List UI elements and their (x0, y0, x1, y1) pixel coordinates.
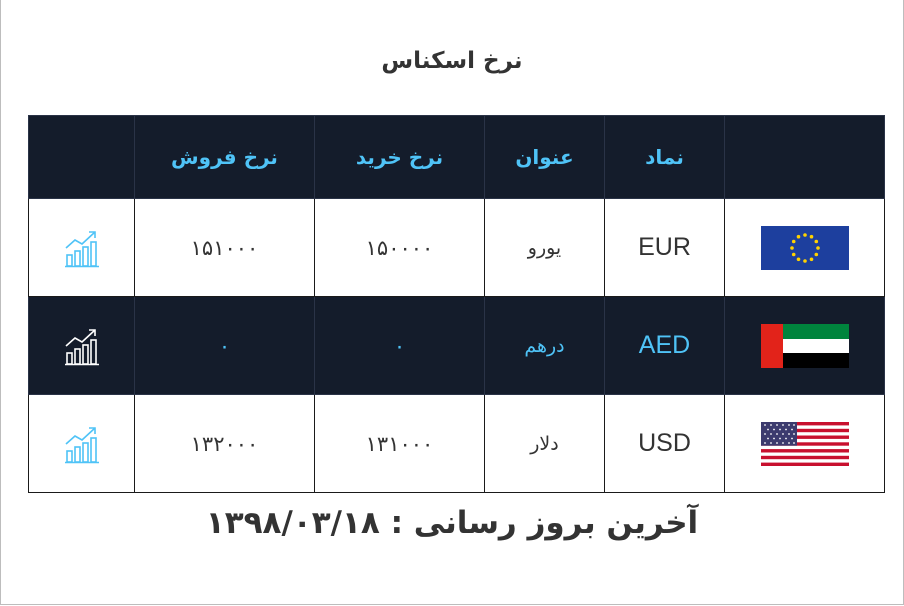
currency-name: دلار (484, 394, 605, 493)
last-updated-date: ۱۳۹۸/۰۳/۱۸ (205, 505, 380, 541)
sell-rate: ۱۵۱۰۰۰ (134, 198, 315, 297)
header-symbol: نماد (604, 115, 725, 199)
currency-code: EUR (604, 198, 725, 297)
flag-cell (724, 296, 885, 395)
last-updated: آخرین بروز رسانی : ۱۳۹۸/۰۳/۱۸ (0, 505, 904, 541)
sell-rate: ۱۳۲۰۰۰ (134, 394, 315, 493)
header-name: عنوان (484, 115, 605, 199)
buy-rate: ۱۳۱۰۰۰ (314, 394, 485, 493)
chart-cell[interactable] (28, 198, 135, 297)
buy-rate: ۱۵۰۰۰۰ (314, 198, 485, 297)
currency-name: درهم (484, 296, 605, 395)
sell-rate: ۰ (134, 296, 315, 395)
chart-growth-icon[interactable] (64, 228, 100, 268)
flag-cell (724, 394, 885, 493)
last-updated-label: آخرین بروز رسانی : (390, 505, 699, 541)
currency-code: AED (604, 296, 725, 395)
table-row: AED درهم ۰ ۰ (28, 296, 885, 395)
currency-name: یورو (484, 198, 605, 297)
header-buy-rate: نرخ خرید (314, 115, 485, 199)
header-chart (28, 115, 135, 199)
chart-cell[interactable] (28, 394, 135, 493)
buy-rate: ۰ (314, 296, 485, 395)
us-flag-icon (760, 421, 849, 466)
header-flag (724, 115, 885, 199)
flag-cell (724, 198, 885, 297)
page-title: نرخ اسکناس (381, 48, 523, 74)
currency-code: USD (604, 394, 725, 493)
table-header-row: نماد عنوان نرخ خرید نرخ فروش (28, 115, 885, 199)
chart-growth-icon[interactable] (64, 326, 100, 366)
uae-flag-icon (760, 323, 849, 368)
header-sell-rate: نرخ فروش (134, 115, 315, 199)
table-row: EUR یورو ۱۵۰۰۰۰ ۱۵۱۰۰۰ (28, 198, 885, 297)
chart-growth-icon[interactable] (64, 424, 100, 464)
rates-table: نماد عنوان نرخ خرید نرخ فروش (28, 115, 885, 493)
table-row: USD دلار ۱۳۱۰۰۰ ۱۳۲۰۰۰ (28, 394, 885, 493)
chart-cell[interactable] (28, 296, 135, 395)
eu-flag-icon (760, 225, 849, 270)
